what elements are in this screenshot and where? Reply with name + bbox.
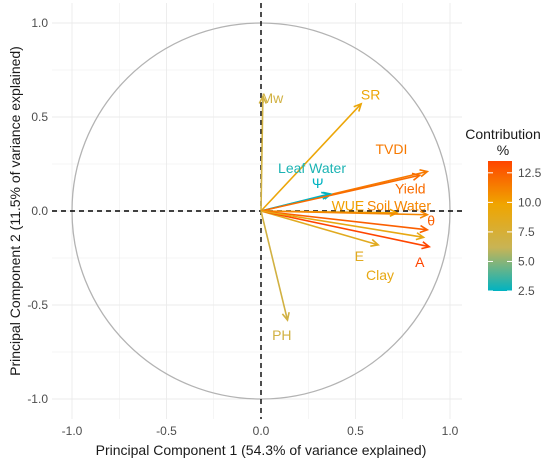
variable-label: Yield	[395, 180, 426, 196]
arrow-head	[419, 224, 430, 234]
y-tick-label: 0.0	[31, 204, 48, 218]
x-tick-label: 1.0	[442, 424, 459, 438]
legend-tick-label: 2.5	[518, 284, 535, 298]
variable-label: Leaf Water	[278, 160, 346, 176]
variable-label: TVDI	[375, 141, 407, 157]
legend-tick-label: 5.0	[518, 254, 535, 268]
legend-tick-label: 12.5	[518, 166, 542, 180]
variable-label: Mw	[261, 90, 284, 106]
legend-title: Contribution%	[465, 126, 541, 158]
arrow-shaft	[260, 174, 420, 212]
variable-arrows	[258, 94, 432, 322]
arrow-shaft	[260, 210, 430, 248]
variable-arrow	[260, 210, 380, 247]
legend-colorbar	[488, 161, 512, 291]
variable-label: PH	[272, 327, 291, 343]
variable-arrow	[260, 210, 430, 219]
variable-label: Clay	[366, 267, 394, 283]
x-tick-label: -1.0	[62, 424, 83, 438]
tick-labels: -1.0 -0.5 0.0 0.5 1.0 -1.0 -0.5 0.0 0.5 1.0	[27, 16, 458, 438]
arrow-head	[415, 232, 426, 241]
arrow-shaft	[260, 210, 379, 246]
variable-arrow	[260, 210, 426, 241]
arrow-shaft	[260, 96, 264, 212]
x-axis-title: Principal Component 1 (54.3% of variance…	[96, 442, 427, 458]
arrow-head	[321, 191, 331, 200]
variable-arrow	[260, 210, 290, 322]
arrow-shaft	[260, 210, 428, 231]
contribution-legend: Contribution % 2.5 5.0 7.5 10.0 12.5	[465, 126, 541, 298]
variable-label: θ	[427, 212, 435, 228]
y-tick-label: -1.0	[27, 392, 48, 406]
arrow-head	[419, 210, 430, 219]
x-tick-label: -0.5	[156, 424, 177, 438]
legend-tick-label: 7.5	[518, 225, 535, 239]
arrow-shaft	[260, 210, 424, 239]
arrow-shaft	[260, 210, 289, 321]
variable-label: Soil Water	[367, 197, 431, 213]
variable-arrow	[258, 94, 267, 212]
arrow-head	[389, 208, 399, 217]
arrow-head	[370, 238, 380, 247]
arrow-head	[281, 312, 290, 322]
x-tick-label: 0.0	[253, 424, 270, 438]
y-tick-label: 0.5	[31, 110, 48, 124]
variable-arrow	[260, 102, 363, 212]
variable-arrow	[260, 210, 432, 250]
y-tick-label: -0.5	[27, 298, 48, 312]
variable-label: WUE	[332, 197, 365, 213]
variable-label: A	[415, 254, 425, 270]
variable-arrow	[260, 172, 422, 212]
arrow-shaft	[260, 103, 362, 212]
variable-label: SR	[361, 86, 380, 102]
arrow-head	[258, 94, 267, 104]
arrow-shaft	[260, 210, 428, 216]
arrow-head	[421, 241, 432, 250]
variable-label: Ψ	[312, 175, 324, 191]
variable-arrow	[260, 210, 430, 234]
arrow-head	[353, 102, 363, 112]
legend-tick-label: 10.0	[518, 195, 542, 209]
y-axis-title: Principal Component 2 (11.5% of variance…	[7, 46, 23, 376]
x-tick-label: 0.5	[347, 424, 364, 438]
arrow-head	[419, 169, 430, 178]
arrow-head	[411, 172, 422, 181]
y-tick-label: 1.0	[31, 16, 48, 30]
variable-label: E	[355, 248, 364, 264]
